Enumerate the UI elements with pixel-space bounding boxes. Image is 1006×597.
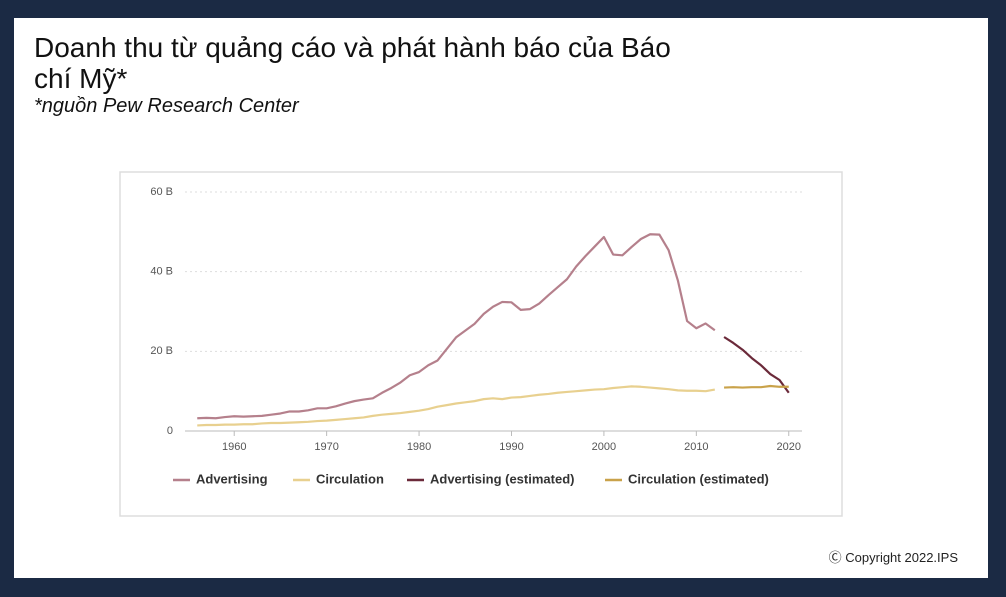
chart-frame: [119, 171, 843, 517]
y-tick-label: 20 B: [150, 345, 173, 357]
series-line: [723, 336, 790, 394]
legend-label: Circulation: [316, 471, 384, 486]
x-tick-label: 1990: [499, 441, 523, 453]
y-tick-label: 0: [167, 425, 173, 437]
copyright: Ⓒ Copyright 2022.IPS: [828, 550, 958, 565]
copyright-text: Copyright 2022.IPS: [845, 550, 958, 565]
y-tick-label: 60 B: [150, 186, 173, 198]
slide-title: Doanh thu từ quảng cáo và phát hành báo …: [34, 32, 671, 94]
x-tick-label: 2020: [777, 441, 801, 453]
legend-label: Advertising: [196, 471, 268, 486]
series-line: [197, 233, 716, 420]
x-tick-label: 2010: [684, 441, 708, 453]
x-tick-label: 1960: [222, 441, 246, 453]
legend-label: Circulation (estimated): [628, 471, 769, 486]
x-tick-label: 1980: [407, 441, 431, 453]
slide-subtitle: *nguồn Pew Research Center: [34, 95, 299, 117]
series-line: [197, 385, 716, 427]
series-line: [724, 384, 789, 389]
x-tick-label: 2000: [592, 441, 616, 453]
x-tick-label: 1970: [314, 441, 338, 453]
y-tick-label: 40 B: [150, 266, 173, 278]
legend-label: Advertising (estimated): [430, 471, 574, 486]
